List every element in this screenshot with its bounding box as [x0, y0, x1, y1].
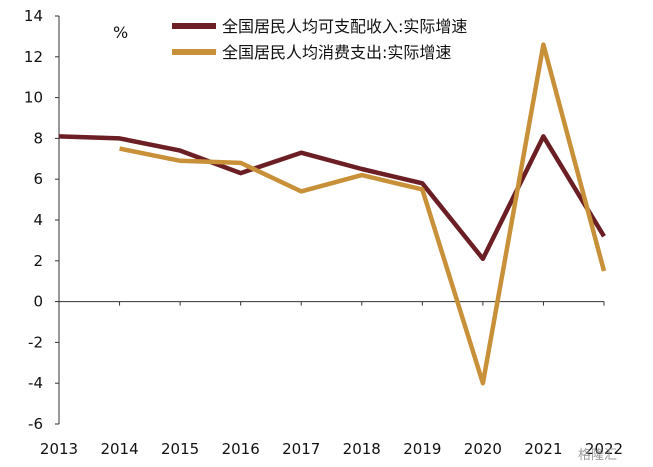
- y-tick-label: -6: [28, 415, 43, 433]
- legend: 全国居民人均可支配收入:实际增速 全国居民人均消费支出:实际增速: [172, 17, 467, 62]
- x-tick-label: 2014: [100, 440, 138, 458]
- x-tick-label: 2021: [524, 440, 562, 458]
- y-tick-label: 6: [33, 170, 43, 188]
- y-tick-label: 8: [33, 129, 43, 147]
- y-tick-label: -2: [28, 333, 43, 351]
- x-tick-label: 2018: [343, 440, 381, 458]
- x-tick-label: 2017: [282, 440, 320, 458]
- x-tick-label: 2019: [403, 440, 441, 458]
- y-tick-label: 4: [33, 211, 43, 229]
- axes: -6 -4 -2 0 2 4 6 8 10 12 14 2013 2014 2015 2016 2017 201…: [24, 7, 623, 458]
- x-tick-label: 2016: [222, 440, 260, 458]
- series-line-1: [119, 42, 607, 386]
- y-tick-label: 10: [24, 89, 43, 107]
- y-tick-label: -4: [28, 374, 43, 392]
- x-tick-label: 2015: [161, 440, 199, 458]
- series-line-0: [58, 134, 606, 262]
- y-tick-label: 12: [24, 48, 43, 66]
- x-tick-label: 2013: [40, 440, 78, 458]
- x-tick-label: 2022: [585, 440, 623, 458]
- y-tick-label: 2: [33, 252, 43, 270]
- y-unit-label: %: [113, 23, 128, 42]
- y-tick-label: 14: [24, 7, 43, 25]
- legend-label-income: 全国居民人均可支配收入:实际增速: [222, 17, 467, 36]
- legend-label-consumption: 全国居民人均消费支出:实际增速: [222, 43, 451, 62]
- series-layer: [58, 42, 607, 386]
- watermark: 格隆汇: [578, 447, 617, 463]
- y-tick-label: 0: [33, 293, 43, 311]
- x-tick-label: 2020: [464, 440, 502, 458]
